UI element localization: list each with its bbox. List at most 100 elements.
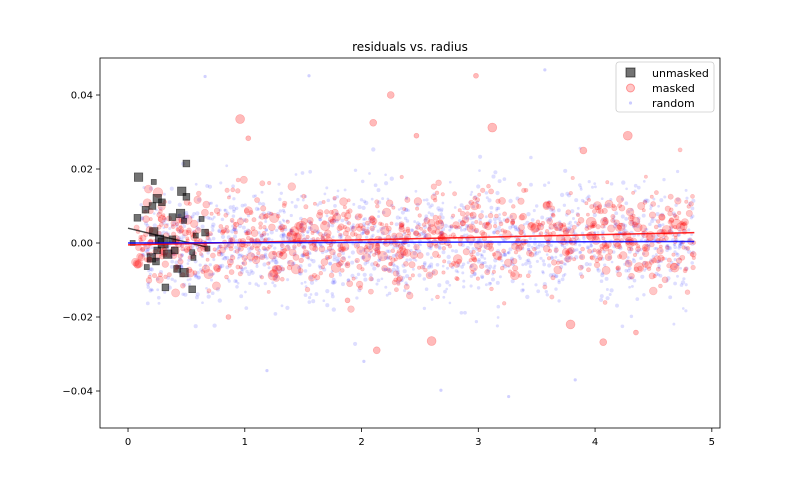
unmasked-point (133, 214, 142, 222)
random-point (558, 228, 562, 232)
random-point (474, 246, 479, 251)
random-point (690, 214, 695, 219)
random-point (205, 286, 208, 290)
random-point (234, 245, 238, 250)
masked-point (607, 224, 616, 233)
random-point (252, 194, 256, 199)
random-point (226, 277, 230, 281)
masked-point (690, 264, 696, 271)
random-point (683, 245, 687, 249)
masked-point (354, 257, 360, 264)
random-point (309, 258, 313, 262)
masked-point (528, 222, 534, 228)
masked-point (327, 254, 333, 260)
random-point (383, 267, 388, 272)
masked-point (484, 269, 491, 276)
random-point (461, 262, 466, 266)
unmasked-point (150, 179, 157, 185)
masked-point (161, 260, 169, 268)
random-point (374, 251, 379, 256)
masked-point (653, 255, 662, 264)
x-tick-label: 2 (358, 437, 364, 448)
random-point (506, 251, 510, 255)
random-point (436, 225, 441, 230)
random-point (585, 196, 590, 201)
random-point (307, 256, 310, 259)
masked-point (471, 249, 476, 254)
masked-point (597, 254, 604, 260)
masked-point (669, 217, 675, 223)
masked-point (302, 249, 310, 256)
random-point (664, 244, 669, 249)
random-point (203, 74, 207, 79)
random-point (563, 272, 567, 276)
random-point (400, 251, 404, 255)
random-point (182, 282, 187, 287)
chart-title: residuals vs. radius (352, 40, 468, 54)
random-point (535, 227, 540, 232)
random-point (485, 269, 490, 274)
masked-point (237, 271, 243, 277)
random-point (559, 192, 565, 198)
random-point (212, 215, 216, 219)
masked-point (624, 259, 633, 268)
masked-point (330, 262, 341, 273)
masked-point (294, 222, 302, 230)
random-point (247, 272, 252, 277)
masked-point (478, 213, 484, 219)
masked-point (433, 198, 438, 203)
random-point (462, 228, 467, 232)
random-point (650, 234, 654, 238)
random-point (250, 270, 255, 275)
random-point (492, 230, 496, 235)
random-point (400, 253, 405, 258)
random-point (481, 261, 485, 265)
random-point (549, 207, 554, 212)
masked-point (633, 222, 643, 233)
random-point (623, 223, 628, 228)
masked-point (246, 252, 256, 261)
random-point (405, 283, 409, 287)
random-point (331, 307, 336, 312)
random-point (650, 216, 655, 221)
x-tick-label: 1 (242, 437, 248, 448)
random-point (373, 183, 378, 188)
random-point (568, 220, 572, 225)
random-point (403, 207, 409, 213)
random-point (600, 271, 605, 275)
random-point (596, 267, 600, 271)
random-point (223, 255, 227, 259)
masked-point (480, 187, 486, 193)
random-point (492, 230, 496, 234)
masked-point (218, 224, 224, 229)
random-point (548, 219, 552, 223)
random-point (232, 209, 236, 214)
masked-point (139, 234, 147, 242)
random-point (282, 219, 286, 223)
random-point (676, 233, 680, 237)
masked-point (229, 217, 235, 223)
random-point (267, 266, 271, 270)
random-point (665, 243, 669, 248)
random-point (516, 226, 521, 232)
masked-point (691, 255, 696, 260)
random-point (273, 273, 279, 279)
masked-point (344, 226, 351, 233)
random-point (427, 272, 432, 278)
random-point (669, 226, 674, 230)
masked-point (587, 225, 592, 230)
random-point (362, 218, 365, 221)
random-point (565, 242, 569, 246)
masked-point (421, 222, 427, 227)
masked-point (393, 287, 399, 293)
masked-point (377, 250, 388, 262)
random-point (274, 265, 278, 269)
random-point (410, 228, 415, 232)
masked-point (402, 207, 407, 211)
random-point (493, 221, 497, 225)
random-point (427, 245, 432, 250)
random-point (302, 244, 307, 249)
random-point (317, 264, 322, 268)
random-point (327, 223, 331, 228)
masked-point (224, 274, 229, 280)
